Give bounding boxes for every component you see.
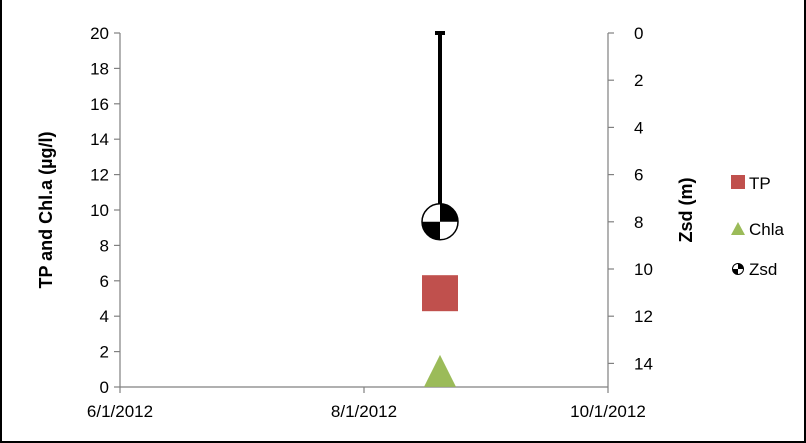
left-y-tick-label: 12 <box>90 166 109 185</box>
legend: TP Chla Zsd <box>731 174 785 279</box>
left-y-tick-label: 2 <box>100 343 109 362</box>
x-tick-label: 10/1/2012 <box>570 402 646 421</box>
legend-chla-label: Chla <box>749 220 785 239</box>
right-y-axis-title: Zsd (m) <box>676 177 696 242</box>
chla-marker <box>424 354 456 387</box>
marks-group <box>421 31 459 387</box>
right-y-tick-label: 2 <box>634 71 643 90</box>
left-y-tick-label: 8 <box>100 236 109 255</box>
left-y-tick-label: 14 <box>90 130 109 149</box>
left-y-tick-label: 20 <box>90 24 109 43</box>
x-tick-label: 8/1/2012 <box>331 402 397 421</box>
left-y-tick-label: 18 <box>90 59 109 78</box>
left-y-tick-label: 4 <box>100 307 109 326</box>
tp-marker <box>422 275 458 312</box>
right-y-tick-label: 6 <box>634 166 643 185</box>
zsd-disc-quadrant <box>440 203 458 222</box>
left-y-axis-title: TP and Chl.a (µg/l) <box>36 131 56 288</box>
right-y-tick-label: 4 <box>634 118 643 137</box>
x-tick-label: 6/1/2012 <box>87 402 153 421</box>
right-y-tick-label: 14 <box>634 354 653 373</box>
zsd-disc-quadrant <box>422 221 440 240</box>
legend-chla-swatch <box>731 222 745 235</box>
right-y-tick-label: 0 <box>634 24 643 43</box>
legend-zsd-label: Zsd <box>749 260 777 279</box>
left-y-tick-label: 0 <box>100 378 109 397</box>
left-y-tick-label: 16 <box>90 95 109 114</box>
right-y-tick-label: 10 <box>634 260 653 279</box>
right-y-tick-label: 8 <box>634 213 643 232</box>
legend-tp-swatch <box>731 175 745 189</box>
tick-group: 0 2 4 6 8 10 12 14 16 18 20 0 2 4 6 8 10 12 14 6/1/2012 8/1/… <box>87 24 653 421</box>
right-y-tick-label: 12 <box>634 307 653 326</box>
left-y-tick-label: 10 <box>90 201 109 220</box>
legend-tp-label: TP <box>749 174 771 193</box>
zsd-marker <box>421 203 459 241</box>
left-y-tick-label: 6 <box>100 272 109 291</box>
legend-zsd-swatch <box>732 263 744 275</box>
